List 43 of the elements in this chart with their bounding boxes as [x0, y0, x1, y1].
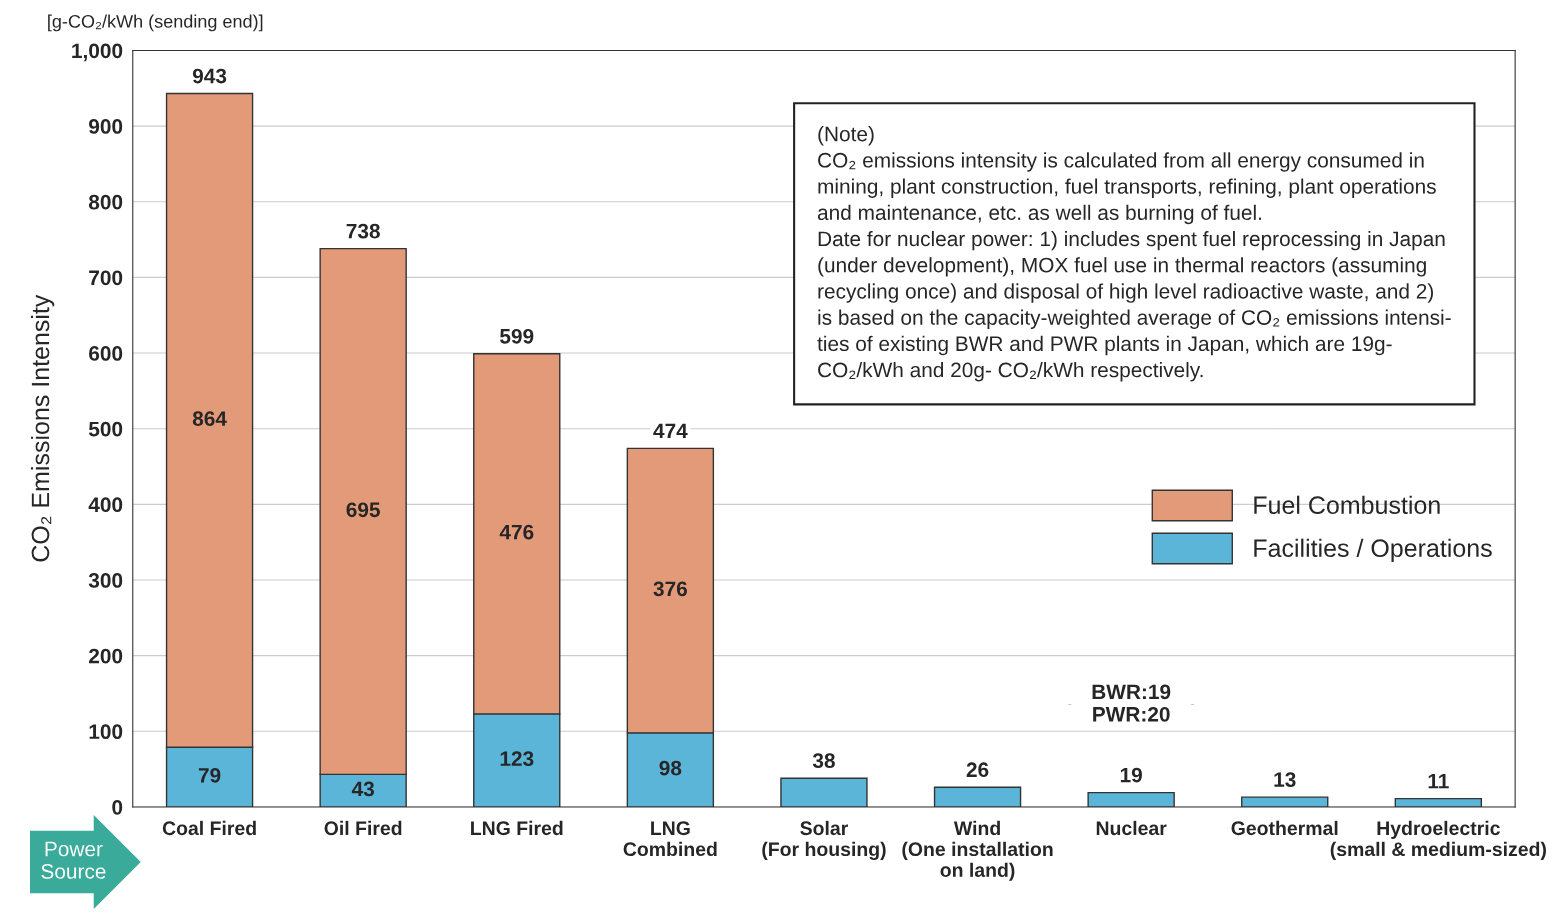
- y-tick-label: 200: [89, 648, 123, 664]
- legend-label: Facilities / Operations: [1254, 538, 1492, 562]
- y-tick-label: 400: [88, 497, 123, 513]
- y-tick-label: 800: [88, 194, 123, 210]
- text: (Note) CO₂ emissions intensity is calculated from all energy consumed in mining, plant construction, fuel transports, refining, plant operations and maintenance, etc. as well as burning of fuel. Date for nuclear power: 1) includes spent fuel reprocessing in Japan (under development), MOX fuel use in thermal reactors (assuming recycling once) and disposal of high level radioactive waste, and 2) is based on the capacity-weighted average of CO₂ emissions intensi- ties of existing BWR and PWR plants in Japan, which are 19g- CO₂/kWh and 20g- CO₂/kWh respectively.: [817, 126, 1451, 382]
- data-label: 864: [192, 411, 227, 426]
- x-tick-label: Coal Fired: [162, 820, 256, 836]
- data-label: 123: [500, 751, 534, 767]
- data-label: 38: [812, 753, 835, 769]
- y-tick-label: 300: [88, 573, 123, 588]
- data-label: 98: [659, 760, 682, 776]
- annotation: BWR:19 PWR:20: [1092, 684, 1171, 722]
- x-tick-label: LNG Combined: [623, 821, 717, 857]
- total-label: 738: [346, 223, 380, 239]
- chart-title: [g-CO₂/kWh (sending end)]: [48, 14, 263, 32]
- data-label: 11: [1428, 773, 1449, 789]
- y-tick-label: 0: [112, 799, 123, 815]
- x-tick-label: Geothermal: [1231, 820, 1338, 836]
- x-tick-label: Nuclear: [1096, 820, 1167, 836]
- data-label: 13: [1274, 772, 1296, 787]
- data-label: 476: [499, 524, 534, 540]
- data-label: 376: [653, 581, 687, 597]
- text: Power Source: [41, 841, 106, 879]
- total-label: 943: [192, 68, 227, 84]
- x-tick-label: Oil Fired: [324, 820, 402, 836]
- data-label: 695: [346, 502, 380, 518]
- y-axis-title: CO₂ Emissions Intensity: [30, 294, 55, 562]
- y-tick-label: 1,000: [72, 43, 123, 62]
- y-tick-label: 100: [89, 724, 123, 740]
- x-tick-label: Wind (One installation on land): [902, 820, 1053, 881]
- data-label: 26: [966, 762, 989, 778]
- x-tick-label: LNG Fired: [471, 820, 563, 836]
- data-label: 79: [198, 767, 221, 783]
- y-tick-label: 600: [89, 346, 123, 361]
- total-label: 474: [653, 423, 688, 438]
- y-tick-label: 700: [89, 270, 123, 286]
- y-tick-label: 500: [88, 421, 123, 437]
- y-tick-label: 900: [89, 119, 123, 134]
- x-tick-label: Solar (For housing): [762, 820, 886, 860]
- legend-label: Fuel Combustion: [1254, 495, 1440, 515]
- total-label: 599: [500, 328, 534, 344]
- data-label: 43: [351, 781, 374, 797]
- data-label: 19: [1120, 767, 1142, 783]
